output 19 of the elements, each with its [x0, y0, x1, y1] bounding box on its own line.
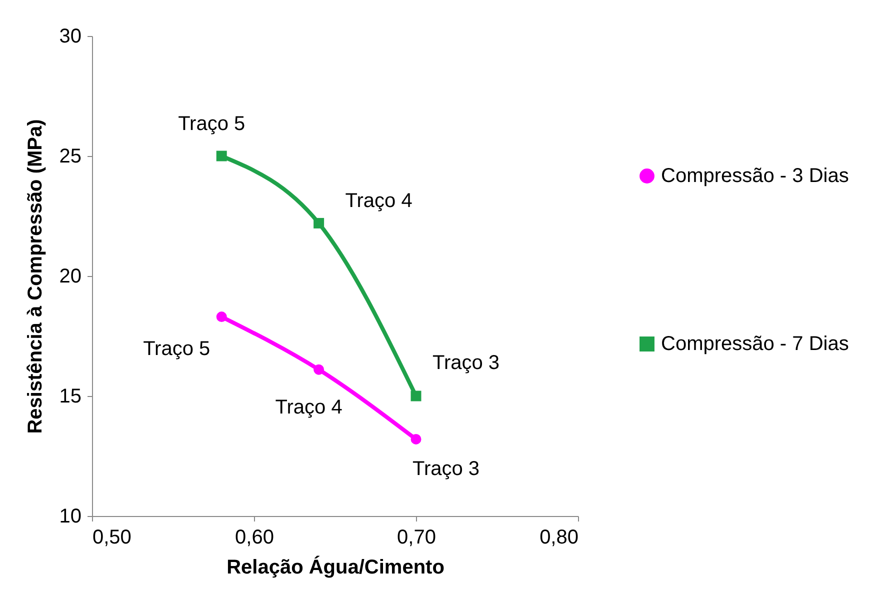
y-tick-label: 15: [59, 386, 82, 408]
legend-label: Compressão - 3 Dias: [661, 165, 849, 187]
x-tick-label: 0,50: [92, 526, 132, 548]
y-tick-label: 25: [59, 146, 82, 168]
annotation: Traço 3: [412, 458, 480, 480]
y-axis-title: Resistência à Compressão (MPa): [24, 119, 46, 434]
annotation: Traço 3: [432, 352, 500, 374]
y-tick-label: 30: [59, 26, 82, 48]
annotation: Traço 5: [143, 338, 210, 360]
x-axis-title: Relação Água/Cimento: [226, 556, 444, 578]
x-tick-label: 0,80: [540, 526, 578, 548]
y-tick-label: 10: [59, 506, 82, 528]
y-tick-label: 20: [59, 266, 82, 288]
legend-label: Compressão - 7 Dias: [661, 333, 849, 355]
x-tick-label: 0,60: [235, 526, 274, 548]
annotation: Traço 4: [275, 396, 342, 419]
annotation: Traço 5: [178, 113, 246, 135]
x-tick-label: 0,70: [397, 526, 436, 548]
annotation: Traço 4: [345, 190, 412, 212]
